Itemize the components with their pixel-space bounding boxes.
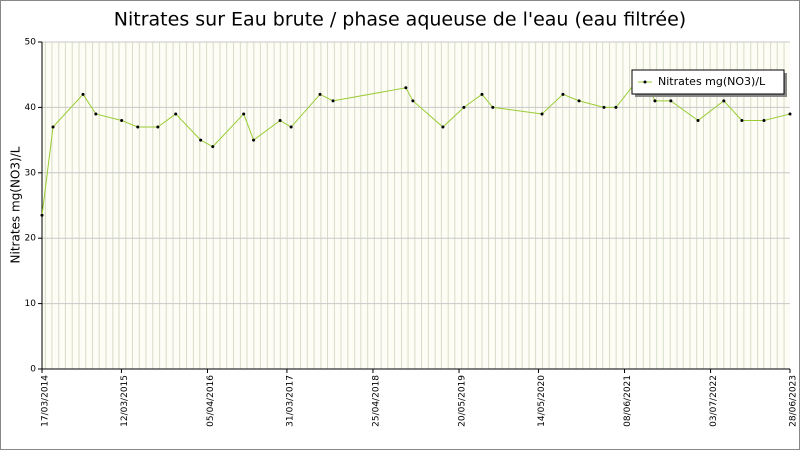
data-point: [94, 112, 98, 116]
x-tick-label: 08/06/2021: [623, 375, 633, 427]
x-tick-label: 05/04/2016: [206, 375, 216, 427]
y-tick-label: 30: [25, 168, 37, 178]
data-point: [242, 112, 246, 116]
y-axis-label: Nitrates mg(NO3)/L: [9, 146, 23, 263]
data-point: [740, 118, 744, 122]
legend-box: [631, 69, 785, 95]
y-tick-label: 50: [25, 38, 37, 48]
data-point: [136, 125, 140, 129]
data-point: [762, 118, 766, 122]
chart-title: Nitrates sur Eau brute / phase aqueuse d…: [114, 9, 686, 31]
data-point: [561, 92, 565, 96]
legend-marker: [643, 80, 647, 84]
x-tick-label: 17/03/2014: [41, 375, 51, 427]
data-point: [278, 118, 282, 122]
data-point: [722, 99, 726, 103]
data-point: [156, 125, 160, 129]
data-point: [40, 213, 44, 217]
data-point: [462, 105, 466, 109]
data-point: [404, 86, 408, 90]
data-point: [441, 125, 445, 129]
data-point: [653, 99, 657, 103]
data-point: [318, 92, 322, 96]
x-tick-label: 31/03/2017: [285, 375, 295, 427]
x-tick-label: 12/03/2015: [120, 375, 130, 427]
y-tick-label: 40: [25, 103, 37, 113]
data-point: [252, 138, 256, 142]
legend: Nitrates mg(NO3)/L: [631, 69, 787, 97]
data-point: [51, 125, 55, 129]
legend-label: Nitrates mg(NO3)/L: [658, 75, 766, 88]
data-point: [174, 112, 178, 116]
data-point: [411, 99, 415, 103]
x-tick-label: 25/04/2018: [371, 375, 381, 427]
x-tick-label: 14/05/2020: [537, 375, 547, 427]
data-point: [788, 112, 792, 116]
y-tick-label: 10: [25, 299, 37, 309]
data-point: [480, 92, 484, 96]
data-point: [331, 99, 335, 103]
data-point: [614, 105, 618, 109]
y-tick-label: 0: [30, 365, 36, 375]
data-point: [540, 112, 544, 116]
data-point: [669, 99, 673, 103]
data-point: [696, 118, 700, 122]
data-point: [211, 145, 215, 149]
y-tick-label: 20: [25, 234, 37, 244]
data-point: [120, 118, 124, 122]
data-point: [491, 105, 495, 109]
data-point: [602, 105, 606, 109]
data-point: [199, 138, 203, 142]
x-tick-label: 20/05/2019: [458, 375, 468, 427]
x-tick-label: 28/06/2023: [789, 375, 799, 427]
data-point: [577, 99, 581, 103]
data-point: [81, 92, 85, 96]
x-tick-label: 03/07/2022: [709, 375, 719, 427]
data-point: [289, 125, 293, 129]
